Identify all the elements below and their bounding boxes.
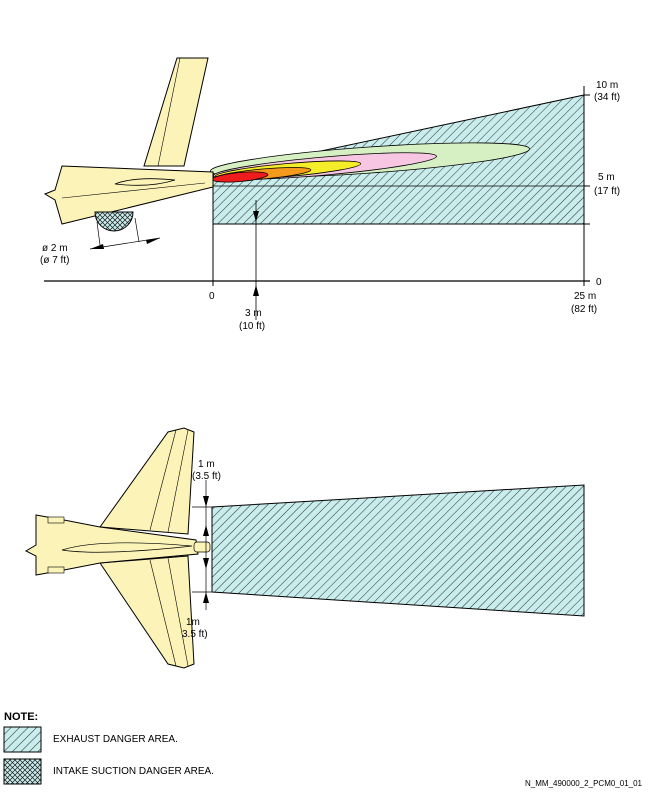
x-inner-ft-label: (10 ft) [239, 321, 265, 332]
y-mid-m-label: 5 m [598, 172, 615, 183]
y-top-ft-label: (34 ft) [594, 92, 620, 103]
x-end-ft-label: (82 ft) [571, 304, 597, 315]
x-inner-m-label: 3 m [245, 308, 262, 319]
aircraft-top [24, 427, 211, 669]
legend-intake: INTAKE SUCTION DANGER AREA. [45, 759, 214, 784]
upper-wing [99, 427, 195, 535]
legend-intake-text: INTAKE SUCTION DANGER AREA. [53, 766, 214, 777]
legend-intake-swatch [3, 758, 42, 785]
x-zero-label: 0 [209, 291, 215, 302]
y-mid-ft-label: (17 ft) [594, 186, 620, 197]
top-upper-ft-label: (3.5 ft) [192, 471, 221, 482]
horizontal-stabilizer [114, 178, 176, 186]
engine-nozzle [193, 541, 211, 553]
y-zero-label: 0 [596, 277, 602, 288]
vertical-stabilizer [143, 57, 209, 167]
x-end-m-label: 25 m [574, 291, 596, 302]
top-lower-m-label: 1m [186, 617, 200, 628]
note-title: NOTE: [4, 711, 39, 723]
legend-exhaust-text: EXHAUST DANGER AREA. [53, 734, 178, 745]
intake-suction-area [94, 211, 134, 232]
aircraft-side [43, 57, 214, 225]
diameter-ft-label: (ø 7 ft) [40, 255, 69, 266]
top-lower-ft-label: 3.5 ft) [182, 629, 208, 640]
lower-wing [99, 555, 195, 669]
top-upper-m-label: 1 m [198, 459, 215, 470]
top-view: 1 m (3.5 ft) 1m 3.5 ft) [24, 427, 585, 669]
reference-code: N_MM_490000_2_PCM0_01_01 [525, 779, 642, 788]
y-top-m-label: 10 m [596, 80, 618, 91]
legend-exhaust-swatch [3, 726, 42, 753]
legend-exhaust: EXHAUST DANGER AREA. [45, 727, 178, 752]
diameter-m-label: ø 2 m [42, 243, 68, 254]
side-view: ø 2 m (ø 7 ft) 10 m (34 ft) 5 m (17 ft) … [40, 57, 620, 332]
top-exhaust-danger-area [211, 484, 585, 617]
